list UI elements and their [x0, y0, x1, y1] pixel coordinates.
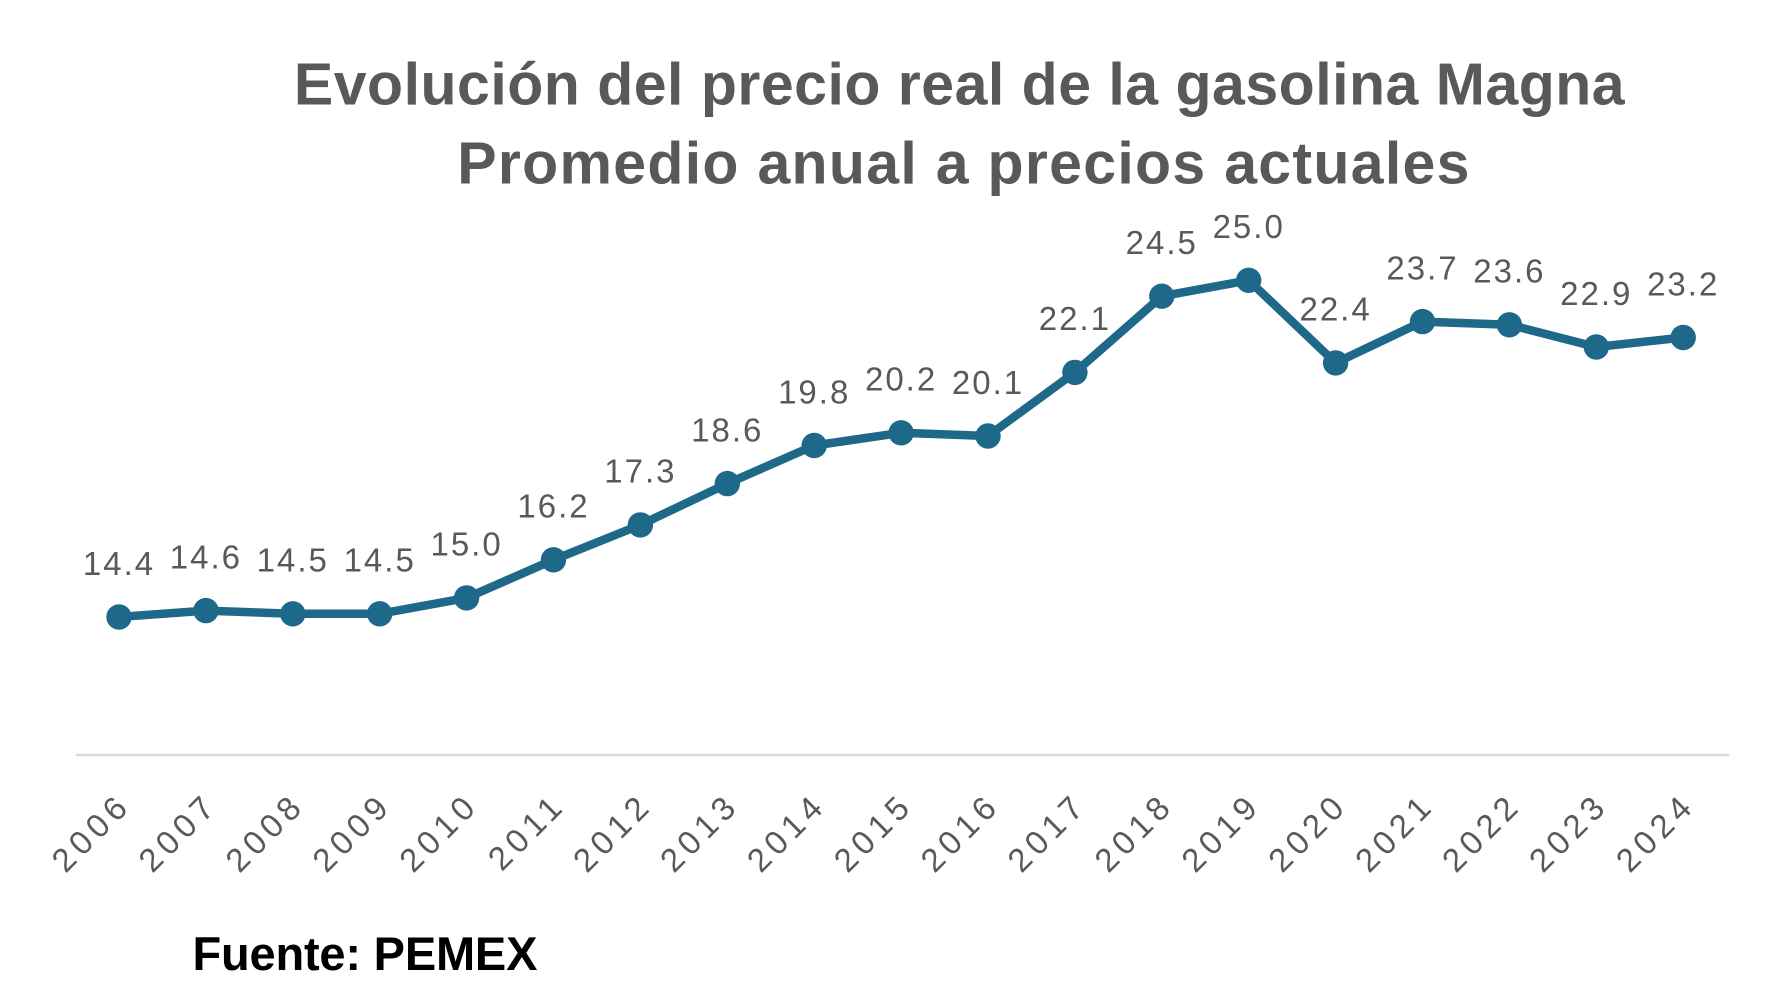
svg-text:23.7: 23.7: [1386, 249, 1458, 286]
svg-text:16.2: 16.2: [517, 488, 589, 525]
svg-text:17.3: 17.3: [604, 453, 676, 490]
svg-text:14.5: 14.5: [257, 542, 329, 579]
svg-text:20.1: 20.1: [952, 364, 1024, 401]
svg-text:23.6: 23.6: [1473, 253, 1545, 290]
svg-text:22.4: 22.4: [1299, 291, 1371, 328]
svg-text:24.5: 24.5: [1126, 224, 1198, 261]
svg-text:Fuente: PEMEX: Fuente: PEMEX: [193, 927, 538, 980]
svg-text:19.8: 19.8: [778, 373, 850, 410]
svg-text:23.2: 23.2: [1647, 265, 1719, 302]
svg-text:20.2: 20.2: [865, 361, 937, 398]
svg-text:14.4: 14.4: [83, 545, 155, 582]
svg-text:Evolución del precio real de l: Evolución del precio real de la gasolina…: [294, 52, 1626, 118]
svg-text:22.1: 22.1: [1039, 300, 1111, 337]
svg-text:14.6: 14.6: [170, 538, 242, 575]
svg-text:14.5: 14.5: [344, 542, 416, 579]
svg-text:25.0: 25.0: [1213, 208, 1285, 245]
svg-text:15.0: 15.0: [430, 526, 502, 563]
svg-text:18.6: 18.6: [691, 411, 763, 448]
svg-text:22.9: 22.9: [1560, 275, 1632, 312]
svg-text:Promedio anual a precios actua: Promedio anual a precios actuales: [457, 131, 1471, 197]
